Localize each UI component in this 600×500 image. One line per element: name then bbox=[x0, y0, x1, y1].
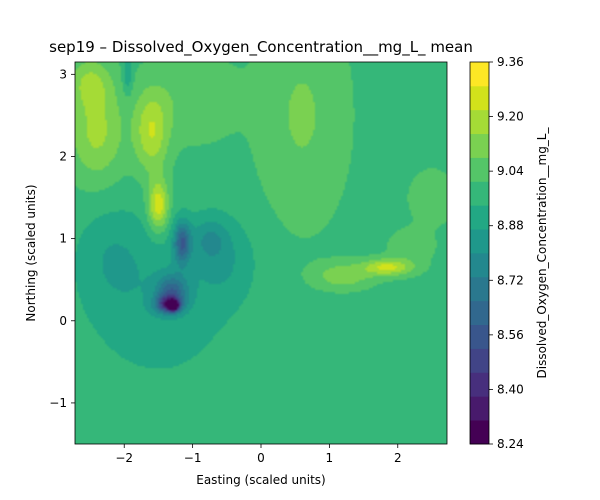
x-tick-label: 2 bbox=[394, 451, 402, 465]
colorbar-band bbox=[470, 229, 489, 254]
colorbar-tick-label: 9.20 bbox=[497, 110, 524, 124]
colorbar-frame bbox=[469, 61, 490, 445]
colorbar-tick-label: 9.36 bbox=[497, 55, 524, 69]
colorbar-band bbox=[470, 85, 489, 111]
x-tick-label: 0 bbox=[257, 451, 265, 465]
colorbar-bands bbox=[470, 62, 489, 445]
colorbar-band bbox=[470, 396, 489, 421]
colorbar-band bbox=[470, 205, 489, 230]
colorbar-tick-label: 8.24 bbox=[497, 437, 524, 451]
colorbar-tick-label: 8.72 bbox=[497, 273, 524, 287]
colorbar-band bbox=[470, 420, 489, 445]
colorbar-band bbox=[470, 133, 489, 158]
chart-title: sep19 – Dissolved_Oxygen_Concentration__… bbox=[49, 38, 473, 57]
colorbar-band bbox=[470, 253, 489, 278]
y-axis: −1 0 1 2 3 bbox=[49, 67, 75, 410]
plot-area bbox=[74, 61, 448, 445]
x-axis-label: Easting (scaled units) bbox=[196, 473, 325, 487]
colorbar-band bbox=[470, 157, 489, 182]
colorbar: 8.24 8.40 8.56 8.72 8.88 9.04 9.20 9.36 Dissolv… bbox=[469, 55, 549, 451]
colorbar-tick-label: 8.56 bbox=[497, 328, 524, 342]
contour-field bbox=[75, 62, 447, 444]
y-tick-label: −1 bbox=[49, 396, 67, 410]
colorbar-tick-label: 8.88 bbox=[497, 219, 524, 233]
x-axis: −2 −1 0 1 2 bbox=[115, 444, 402, 465]
colorbar-tick-label: 9.04 bbox=[497, 164, 524, 178]
x-tick-label: −2 bbox=[115, 451, 133, 465]
colorbar-band bbox=[470, 276, 489, 302]
colorbar-ticks: 8.24 8.40 8.56 8.72 8.88 9.04 9.20 9.36 bbox=[489, 55, 524, 451]
colorbar-band bbox=[470, 300, 489, 326]
colorbar-band bbox=[470, 109, 489, 135]
colorbar-band bbox=[470, 181, 489, 206]
colorbar-band bbox=[470, 348, 489, 373]
colorbar-band bbox=[470, 62, 489, 87]
colorbar-band bbox=[470, 324, 489, 349]
colorbar-band bbox=[470, 372, 489, 397]
y-tick-label: 2 bbox=[59, 149, 67, 163]
y-tick-label: 3 bbox=[59, 67, 67, 81]
colorbar-label: Dissolved_Oxygen_Concentration__mg_L_ bbox=[535, 127, 549, 379]
colorbar-tick-label: 8.40 bbox=[497, 382, 524, 396]
y-axis-label: Northing (scaled units) bbox=[24, 184, 38, 321]
y-tick-label: 1 bbox=[59, 232, 67, 246]
x-tick-label: −1 bbox=[184, 451, 202, 465]
y-tick-label: 0 bbox=[59, 314, 67, 328]
x-tick-label: 1 bbox=[326, 451, 334, 465]
